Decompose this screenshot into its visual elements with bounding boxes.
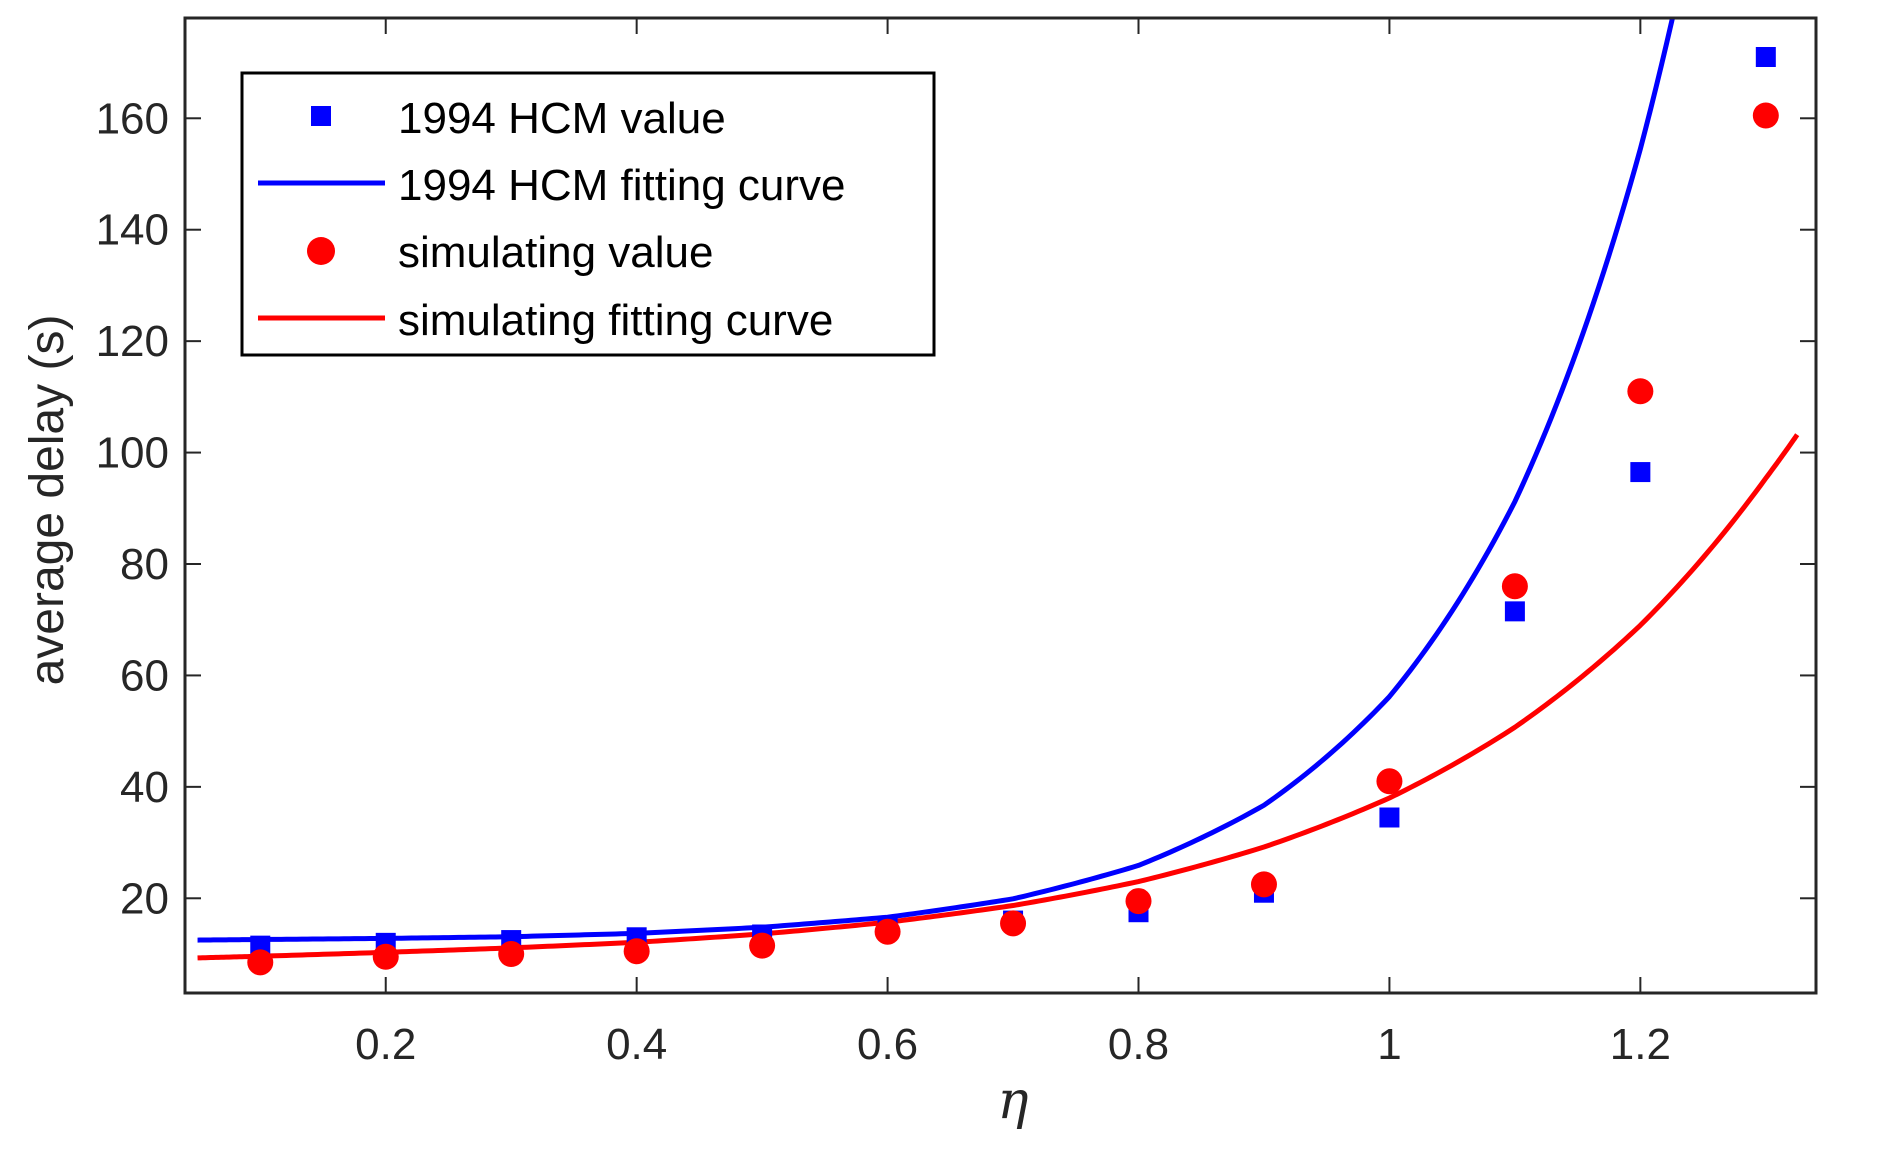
y-tick-label: 60 <box>120 651 169 700</box>
simulating-value-point <box>498 941 525 967</box>
y-tick-label: 120 <box>96 317 169 366</box>
simulating-value-point <box>1752 102 1779 129</box>
y-tick-label: 20 <box>120 874 169 923</box>
hcm-value-point <box>1755 47 1776 67</box>
data-markers <box>247 47 1779 976</box>
legend-label-hcm-value: 1994 HCM value <box>398 94 726 143</box>
simulating-value-point <box>372 943 399 970</box>
simulating-value-point <box>623 938 650 965</box>
simulating-value-point <box>1250 871 1277 898</box>
x-tick-label: 0.8 <box>1108 1020 1169 1069</box>
legend: 1994 HCM value 1994 HCM fitting curve si… <box>240 71 936 357</box>
legend-marker-sim-value <box>307 237 335 265</box>
legend-marker-hcm-value <box>311 106 331 126</box>
legend-box <box>240 71 936 357</box>
series-layer <box>197 18 1800 976</box>
x-tick-label: 1.2 <box>1610 1020 1671 1069</box>
y-tick-label: 140 <box>96 206 169 255</box>
plot-frame <box>183 16 1818 995</box>
fit-lines <box>197 18 1800 961</box>
x-tick-label: 0.6 <box>857 1020 918 1069</box>
simulating-value-point <box>749 932 776 959</box>
x-tick-label: 0.2 <box>355 1020 416 1069</box>
legend-label-hcm-fit: 1994 HCM fitting curve <box>398 161 846 210</box>
legend-label-sim-fit: simulating fitting curve <box>398 296 833 345</box>
hcm-value-point <box>1379 807 1400 828</box>
hcm-fitting-curve <box>197 18 1676 943</box>
legend-label-sim-value: simulating value <box>398 228 714 277</box>
simulating-fitting-curve <box>197 433 1800 961</box>
y-ticks: 20 40 60 80 100 120 140 160 <box>96 94 1816 923</box>
x-ticks: 0.2 0.4 0.6 0.8 1 1.2 <box>355 18 1671 1069</box>
x-tick-label: 0.4 <box>606 1020 667 1069</box>
y-tick-label: 100 <box>96 429 169 478</box>
simulating-value-point <box>1125 888 1152 915</box>
simulating-value-point <box>874 918 901 945</box>
x-tick-label: 1 <box>1377 1020 1401 1069</box>
hcm-value-point <box>1504 601 1525 622</box>
y-tick-label: 160 <box>96 94 169 143</box>
y-axis-label: average delay (s) <box>21 315 74 686</box>
simulating-value-point <box>1376 768 1403 795</box>
simulating-value-point <box>1501 573 1528 600</box>
y-tick-label: 40 <box>120 763 169 812</box>
x-axis-label: η <box>997 1071 1028 1131</box>
hcm-value-point <box>1630 462 1651 483</box>
y-tick-label: 80 <box>120 540 169 589</box>
simulating-value-point <box>247 949 274 976</box>
simulating-value-point <box>1000 910 1027 937</box>
simulating-value-point <box>1627 378 1654 405</box>
